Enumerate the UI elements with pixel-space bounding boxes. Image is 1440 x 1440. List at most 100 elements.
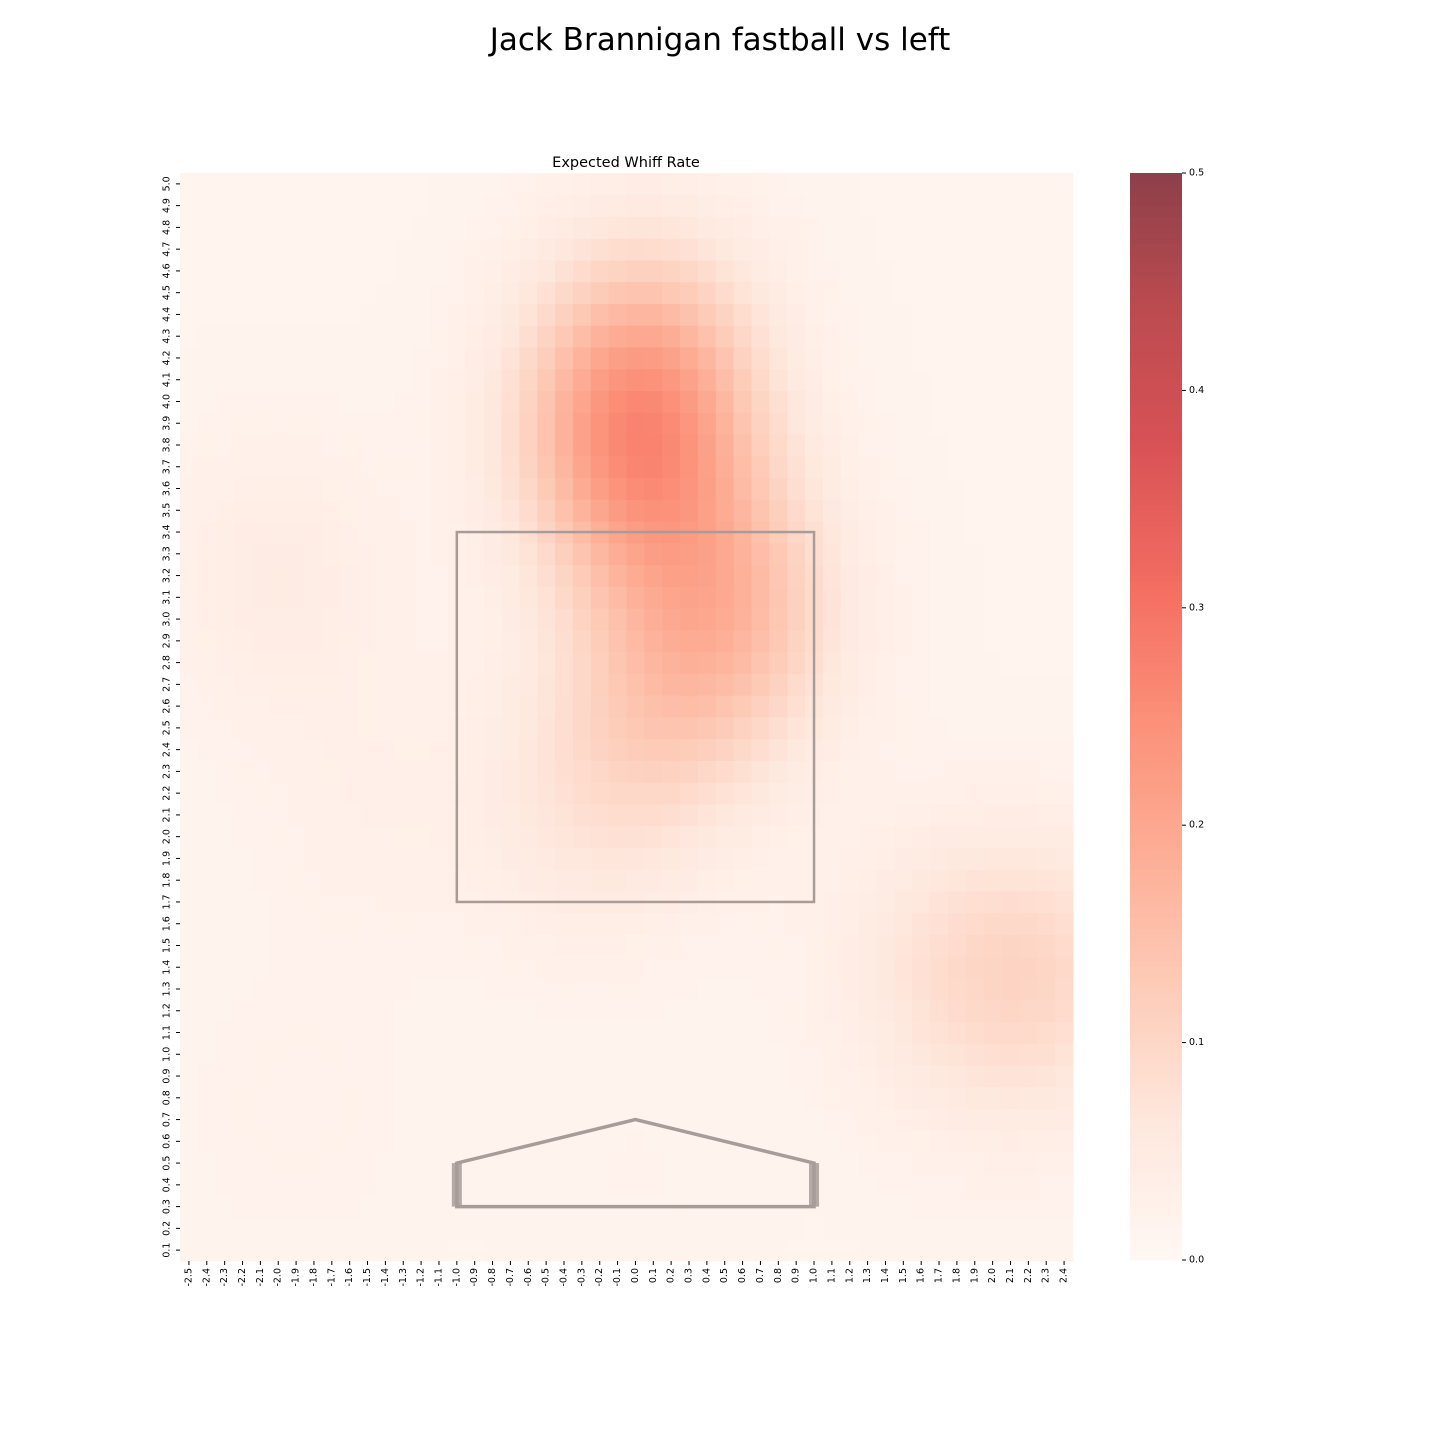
heatmap-cell <box>1019 542 1038 566</box>
heatmap-cell <box>733 934 752 957</box>
heatmap-cell <box>1019 934 1038 957</box>
heatmap-cell <box>1001 303 1020 326</box>
colorbar-band <box>1130 912 1182 918</box>
heatmap-cell <box>947 804 967 827</box>
colorbar-tick-label: 0.3 <box>1189 602 1204 613</box>
heatmap-cell <box>412 325 431 348</box>
heatmap-cell <box>501 1065 520 1088</box>
heatmap-cell <box>412 629 431 653</box>
heatmap-cell <box>572 499 592 522</box>
colorbar-band <box>1130 276 1182 283</box>
colorbar-band <box>1130 1162 1182 1168</box>
heatmap-cell <box>769 717 788 740</box>
heatmap-cell <box>1019 760 1038 783</box>
heatmap-cell <box>340 717 359 740</box>
heatmap-cell <box>947 695 967 718</box>
heatmap-cell <box>340 586 359 609</box>
heatmap-cell <box>947 586 967 609</box>
heatmap-cell <box>715 804 735 827</box>
heatmap-cell <box>1001 651 1020 674</box>
heatmap-cell <box>590 804 610 827</box>
heatmap-cell <box>501 303 520 326</box>
heatmap-cell <box>233 869 252 892</box>
x-tick-label: -1.0 <box>451 1268 462 1287</box>
heatmap-cell <box>394 1239 413 1262</box>
heatmap-cell <box>376 586 395 609</box>
colorbar-band <box>1130 1232 1182 1239</box>
heatmap-cell <box>840 281 860 304</box>
heatmap-cell <box>858 978 877 1001</box>
heatmap-cell <box>394 717 413 740</box>
heatmap-cell <box>287 934 306 957</box>
heatmap-cell <box>894 542 913 566</box>
heatmap-cell <box>412 1108 431 1131</box>
heatmap-cell <box>787 412 806 435</box>
heatmap-cell <box>680 455 699 479</box>
heatmap-cell <box>465 978 485 1001</box>
y-tick-label: 0.7 <box>162 1112 173 1127</box>
heatmap-cell <box>858 521 877 544</box>
heatmap-cell <box>769 325 788 348</box>
heatmap-cell <box>840 238 860 261</box>
heatmap-cell <box>930 412 949 435</box>
heatmap-cell <box>697 825 717 848</box>
heatmap-cell <box>1037 542 1056 566</box>
heatmap-cell <box>680 1173 699 1197</box>
heatmap-cell <box>894 477 913 500</box>
heatmap-cell <box>465 629 485 653</box>
heatmap-cell <box>215 1217 234 1240</box>
heatmap-cell <box>769 281 788 304</box>
colorbar-band <box>1130 580 1182 587</box>
heatmap-cell <box>983 194 1002 217</box>
heatmap-cell <box>680 999 699 1023</box>
heatmap-cell <box>483 760 502 783</box>
heatmap-cell <box>965 542 985 566</box>
heatmap-cell <box>483 238 502 261</box>
colorbar-band <box>1130 412 1182 418</box>
heatmap-cell <box>947 629 967 653</box>
heatmap-cell <box>590 695 610 718</box>
heatmap-cell <box>930 608 949 631</box>
heatmap-cell <box>251 912 270 935</box>
heatmap-cell <box>197 281 217 304</box>
heatmap-cell <box>1037 912 1056 935</box>
colorbar-band <box>1130 428 1182 435</box>
heatmap-cell <box>715 542 735 566</box>
heatmap-cell <box>822 738 842 761</box>
heatmap-cell <box>965 869 985 892</box>
heatmap-cell <box>483 281 502 304</box>
heatmap-cell <box>340 542 359 566</box>
heatmap-cell <box>555 717 574 740</box>
heatmap-cell <box>1055 1173 1074 1197</box>
heatmap-cell <box>822 238 842 261</box>
heatmap-cell <box>626 629 645 653</box>
heatmap-cell <box>305 1217 324 1240</box>
heatmap-cell <box>251 1173 270 1197</box>
heatmap-cell <box>608 956 627 979</box>
heatmap-cell <box>322 1086 342 1110</box>
heatmap-cell <box>644 956 663 979</box>
heatmap-cell <box>947 1217 967 1240</box>
colorbar-band <box>1130 477 1182 484</box>
heatmap-cell <box>697 260 717 283</box>
heatmap-cell <box>251 412 270 435</box>
heatmap-cell <box>894 1152 913 1175</box>
heatmap-cell <box>305 782 324 805</box>
heatmap-cell <box>1055 325 1074 348</box>
heatmap-cell <box>965 978 985 1001</box>
heatmap-cell <box>412 651 431 674</box>
heatmap-cell <box>180 651 199 674</box>
heatmap-cell <box>197 847 217 870</box>
heatmap-cell <box>197 564 217 587</box>
heatmap-cell <box>340 1195 359 1218</box>
x-tick-label: 0.8 <box>773 1268 784 1283</box>
heatmap-cell <box>1019 586 1038 609</box>
heatmap-cell <box>912 194 931 217</box>
heatmap-cell <box>1019 782 1038 805</box>
heatmap-cell <box>269 412 288 435</box>
heatmap-cell <box>197 912 217 935</box>
heatmap-cell <box>751 804 770 827</box>
heatmap-cell <box>447 260 467 283</box>
heatmap-cell <box>376 521 395 544</box>
heatmap-cell <box>1055 412 1074 435</box>
